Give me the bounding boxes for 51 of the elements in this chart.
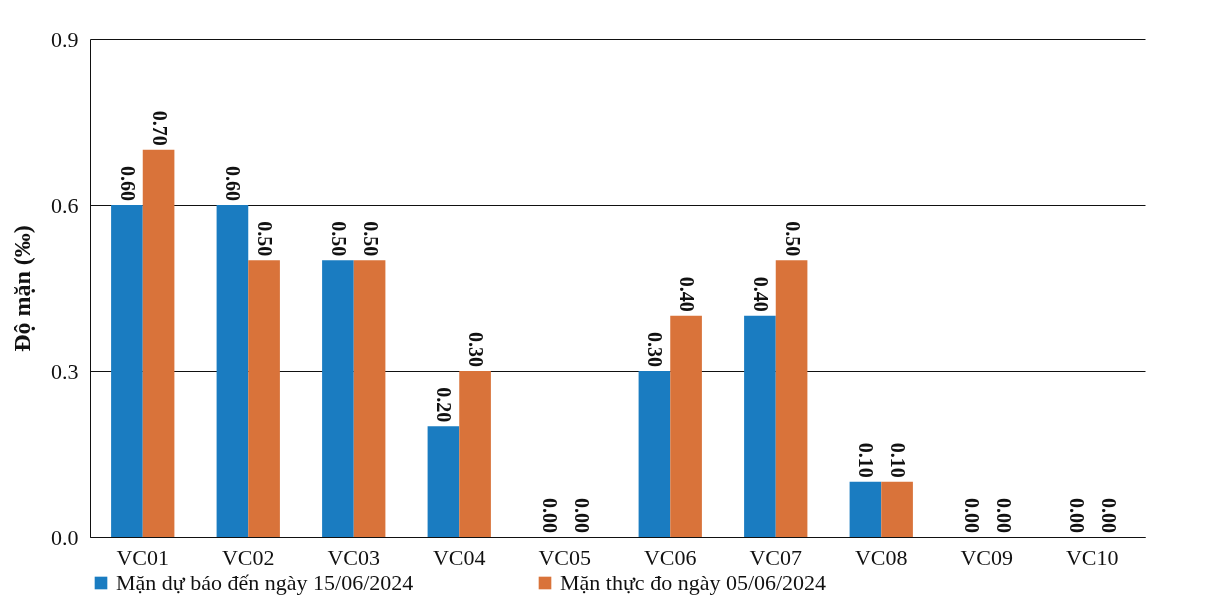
bar bbox=[459, 371, 491, 537]
y-axis-title: Độ mặn (‰) bbox=[9, 225, 35, 352]
data-label: 0.00 bbox=[538, 498, 561, 533]
bar bbox=[142, 149, 175, 537]
bar bbox=[353, 260, 386, 537]
data-label: 0.00 bbox=[992, 498, 1015, 533]
data-label: 0.70 bbox=[148, 110, 171, 146]
data-label: 0.50 bbox=[254, 221, 277, 257]
x-tick-label: VC07 bbox=[749, 544, 803, 570]
bar bbox=[775, 260, 808, 537]
data-label: 0.00 bbox=[570, 498, 593, 533]
data-label: 0.50 bbox=[359, 221, 382, 257]
data-label: 0.10 bbox=[887, 442, 910, 478]
x-tick-label: VC06 bbox=[643, 544, 697, 570]
x-tick-label: VC03 bbox=[327, 544, 381, 570]
data-label: 0.60 bbox=[116, 166, 139, 201]
data-label: 0.50 bbox=[781, 221, 804, 257]
x-tick-label: VC01 bbox=[116, 544, 170, 570]
x-tick-label: VC02 bbox=[221, 544, 275, 570]
y-tick-label: 0.3 bbox=[51, 358, 79, 384]
x-tick-label: VC10 bbox=[1065, 544, 1119, 570]
x-tick-label: VC05 bbox=[538, 544, 592, 570]
legend-label: Mặn thực đo ngày 05/06/2024 bbox=[560, 570, 827, 595]
bar bbox=[248, 260, 280, 537]
bar bbox=[322, 260, 354, 537]
data-label: 0.00 bbox=[1098, 498, 1121, 533]
data-label: 0.00 bbox=[960, 498, 983, 533]
bar bbox=[216, 205, 249, 537]
data-label: 0.30 bbox=[465, 332, 488, 367]
bar bbox=[111, 205, 143, 537]
bar bbox=[881, 481, 913, 537]
legend-label: Mặn dự báo đến ngày 15/06/2024 bbox=[116, 570, 414, 595]
x-tick-label: VC09 bbox=[960, 544, 1014, 570]
bar bbox=[849, 481, 882, 537]
data-label: 0.20 bbox=[433, 387, 456, 423]
data-label: 0.40 bbox=[676, 276, 699, 312]
data-label: 0.50 bbox=[327, 221, 350, 257]
bar bbox=[744, 315, 776, 537]
bar bbox=[670, 315, 702, 537]
y-tick-label: 0.6 bbox=[51, 192, 79, 218]
bar bbox=[427, 426, 460, 537]
bar bbox=[638, 371, 671, 537]
data-label: 0.10 bbox=[855, 442, 878, 478]
data-label: 0.00 bbox=[1066, 498, 1089, 533]
x-tick-label: VC04 bbox=[432, 544, 486, 570]
y-tick-label: 0.9 bbox=[51, 26, 79, 52]
data-label: 0.40 bbox=[749, 276, 772, 312]
x-tick-label: VC08 bbox=[854, 544, 908, 570]
data-label: 0.60 bbox=[222, 166, 245, 201]
data-label: 0.30 bbox=[644, 332, 667, 367]
y-tick-label: 0.0 bbox=[51, 524, 79, 550]
